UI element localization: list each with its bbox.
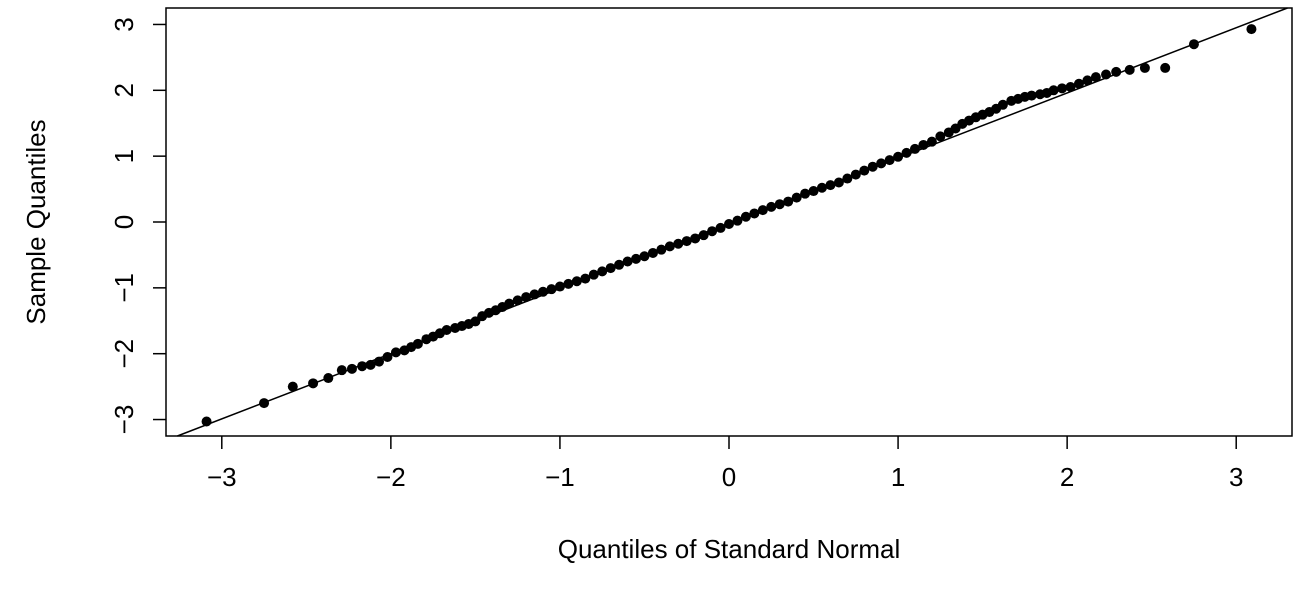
data-point (1073, 78, 1084, 89)
x-tick-label: −2 (376, 462, 406, 492)
data-point (1065, 82, 1076, 93)
data-point (1082, 75, 1093, 86)
y-tick-label: 2 (109, 83, 139, 97)
x-tick-label: 1 (891, 462, 905, 492)
x-axis: −3 −2 −1 0 1 2 3 (207, 436, 1243, 492)
x-tick-label: 2 (1060, 462, 1074, 492)
data-point (997, 99, 1008, 110)
y-tick-label: 1 (109, 149, 139, 163)
data-point (546, 284, 557, 295)
data-point (1048, 85, 1059, 96)
x-tick-label: 0 (722, 462, 736, 492)
y-tick-label: −3 (109, 405, 139, 435)
x-tick-label: 3 (1229, 462, 1243, 492)
data-point (1026, 90, 1037, 101)
data-point (1090, 72, 1101, 83)
data-point (1139, 62, 1150, 73)
data-point (287, 381, 298, 392)
y-tick-label: 0 (109, 215, 139, 229)
x-tick-label: −1 (545, 462, 575, 492)
x-axis-title: Quantiles of Standard Normal (558, 534, 901, 564)
x-tick-label: −3 (207, 462, 237, 492)
y-tick-label: 3 (109, 17, 139, 31)
y-tick-label: −2 (109, 339, 139, 369)
data-point (521, 292, 532, 303)
data-point (1160, 62, 1171, 73)
data-point (1057, 83, 1068, 94)
y-axis-title: Sample Quantiles (21, 119, 51, 324)
y-tick-label: −1 (109, 273, 139, 303)
data-point (935, 131, 946, 142)
data-point (512, 295, 523, 306)
data-point (1246, 24, 1257, 35)
y-axis: −3 −2 −1 0 1 2 3 (109, 17, 166, 434)
data-point (504, 298, 515, 309)
data-point (336, 365, 347, 376)
reference-line (177, 7, 1288, 437)
data-points (201, 24, 1257, 427)
